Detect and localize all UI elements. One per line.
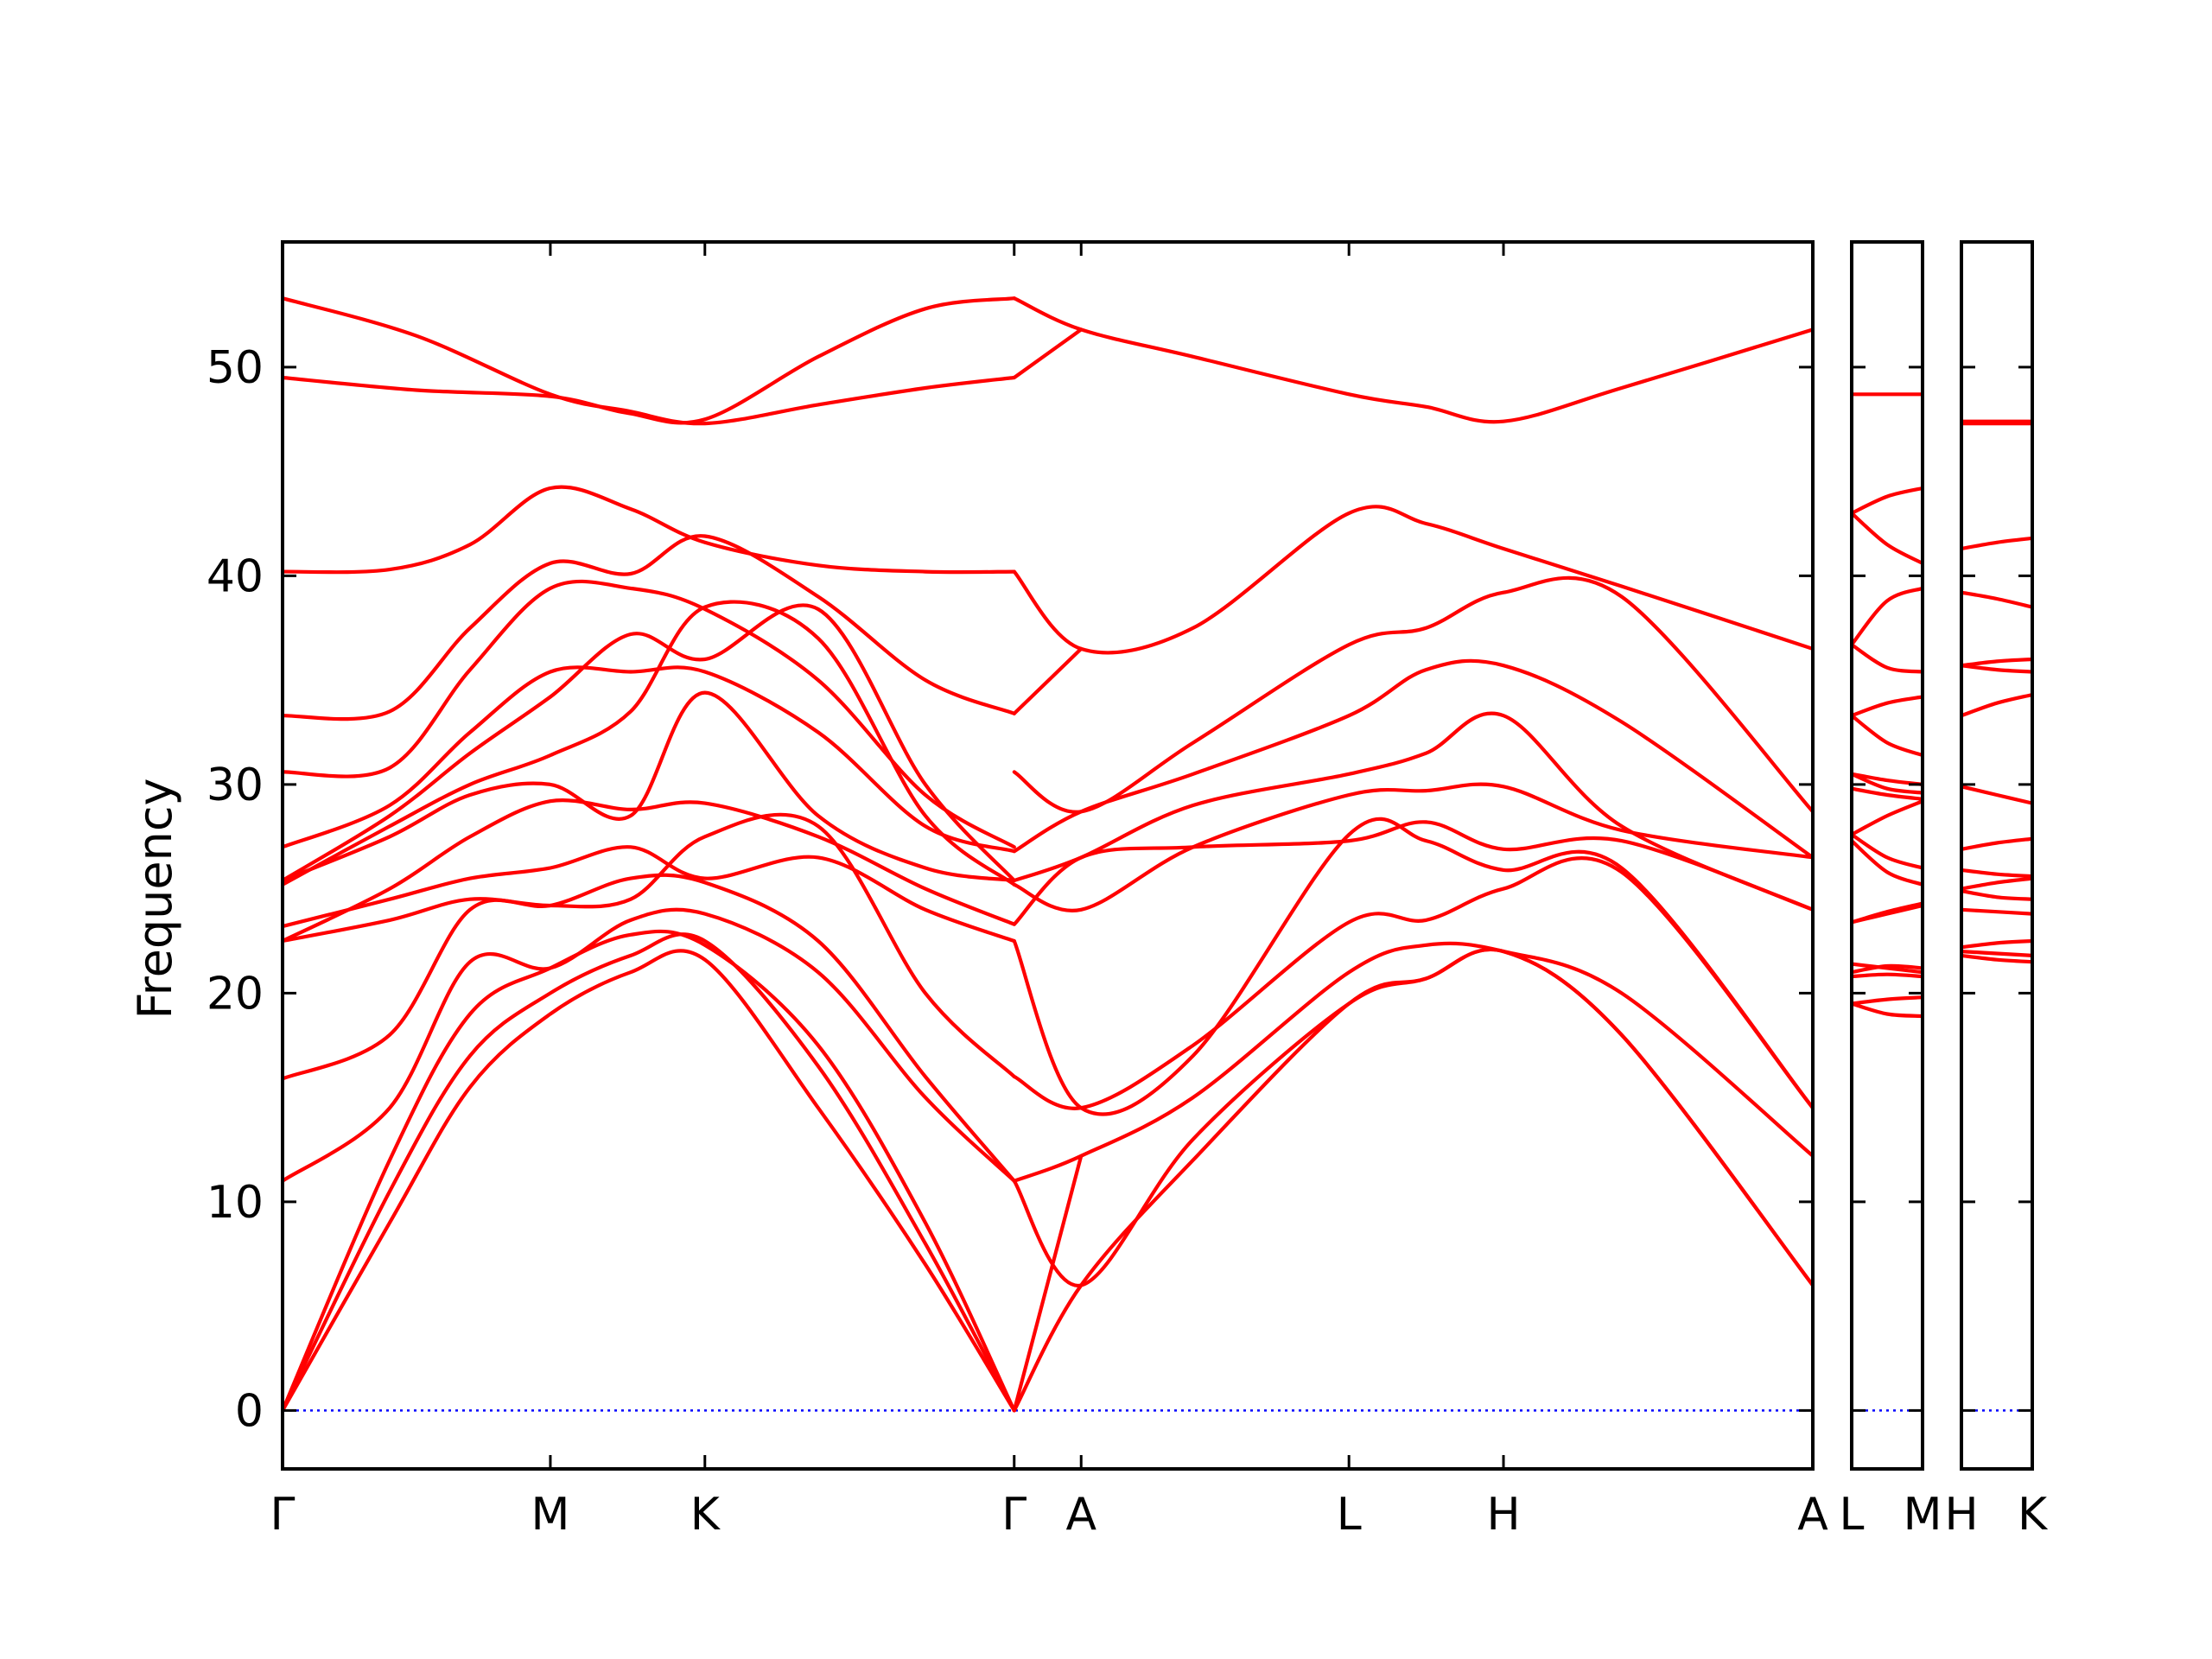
band-line-0-14	[1012, 658, 1813, 860]
band-line-2-8	[1961, 836, 2032, 851]
x-tick-label: H	[1944, 1489, 1978, 1541]
band-line-1-17	[1852, 972, 1923, 979]
band-line-1-19	[1852, 995, 1923, 1006]
band-line-0-1	[283, 296, 1016, 425]
band-line-2-5	[1961, 664, 2032, 674]
band-line-0-18	[283, 845, 1016, 944]
band-line-0-29	[1012, 947, 1813, 1287]
x-tick-label: A	[1797, 1489, 1828, 1541]
band-line-2-15	[1961, 953, 2032, 964]
y-tick-label: 40	[207, 550, 264, 602]
band-line-0-5	[283, 534, 1016, 721]
x-tick-label: A	[1065, 1489, 1096, 1541]
band-line-0-19	[283, 812, 1016, 1079]
band-line-1-2	[1852, 486, 1923, 515]
x-tick-label: Γ	[270, 1489, 296, 1541]
band-line-1-8	[1852, 772, 1923, 795]
band-line-1-11	[1852, 832, 1923, 870]
y-tick-label: 10	[207, 1177, 264, 1229]
band-line-0-10	[283, 603, 1016, 883]
band-line-1-5	[1852, 695, 1923, 718]
band-line-0-13	[1012, 575, 1813, 814]
band-line-0-23	[1012, 817, 1813, 1116]
band-line-0-6	[1012, 505, 1813, 655]
band-line-0-20	[283, 873, 1016, 1183]
band-line-0-2	[1012, 296, 1813, 424]
band-line-0-16	[1012, 782, 1813, 912]
y-tick-label: 30	[207, 760, 264, 811]
band-line-0-3	[1012, 327, 1084, 380]
band-line-1-6	[1852, 714, 1923, 758]
band-line-1-9	[1852, 786, 1923, 801]
x-tick-label: L	[1337, 1489, 1362, 1541]
y-tick-label: 50	[207, 342, 264, 394]
band-line-0-4	[283, 485, 1016, 575]
band-line-1-18	[1852, 1001, 1923, 1019]
band-line-0-25	[283, 929, 1016, 1413]
band-line-2-4	[1961, 657, 2032, 668]
band-line-0-17	[283, 798, 1016, 944]
panel-frame	[1850, 240, 1924, 1471]
band-line-1-15	[1852, 962, 1923, 975]
band-line-0-12	[283, 690, 1016, 883]
y-axis-label: Frequency	[128, 779, 182, 1020]
bands-layer	[283, 296, 2032, 1413]
band-line-0-15	[1012, 711, 1813, 912]
x-tick-label: M	[1904, 1489, 1942, 1541]
band-line-1-1	[1852, 511, 1923, 565]
x-tick-label: K	[2018, 1489, 2049, 1541]
band-line-2-10	[1961, 876, 2032, 891]
band-line-0-30	[1012, 947, 1813, 1413]
band-line-2-14	[1961, 950, 2032, 957]
band-line-0-9	[283, 665, 1016, 854]
band-line-1-14	[1852, 901, 1923, 925]
frames-layer	[281, 240, 2034, 1471]
band-line-2-6	[1961, 692, 2032, 718]
band-line-1-3	[1852, 586, 1923, 647]
band-line-2-11	[1961, 889, 2032, 901]
band-line-0-31	[1012, 1154, 1084, 1413]
band-line-0-11	[283, 600, 1016, 887]
band-line-1-4	[1852, 643, 1923, 674]
panel-frame	[1960, 240, 2034, 1471]
band-line-2-9	[1961, 868, 2032, 879]
band-line-2-7	[1961, 785, 2032, 805]
y-tick-label: 0	[235, 1385, 264, 1437]
band-line-1-10	[1852, 799, 1923, 836]
band-line-2-3	[1961, 590, 2032, 609]
x-tick-label: L	[1840, 1489, 1865, 1541]
ticks-layer	[283, 242, 2032, 1469]
band-line-2-12	[1961, 907, 2032, 916]
x-tick-label: K	[690, 1489, 721, 1541]
band-line-0-28	[1012, 941, 1813, 1183]
band-line-0-21	[283, 907, 1016, 1183]
band-line-1-12	[1852, 839, 1923, 887]
band-line-0-24	[1012, 855, 1813, 1110]
y-tick-label: 20	[207, 968, 264, 1020]
band-line-0-27	[283, 949, 1016, 1413]
band-line-0-7	[1012, 646, 1084, 715]
band-line-1-16	[1852, 963, 1923, 975]
x-tick-label: Γ	[1001, 1489, 1027, 1541]
band-line-2-2	[1961, 536, 2032, 551]
panel-frame	[281, 240, 1815, 1471]
x-tick-label: M	[531, 1489, 570, 1541]
band-line-0-26	[283, 932, 1016, 1413]
band-line-2-13	[1961, 938, 2032, 950]
x-tick-label: H	[1486, 1489, 1520, 1541]
